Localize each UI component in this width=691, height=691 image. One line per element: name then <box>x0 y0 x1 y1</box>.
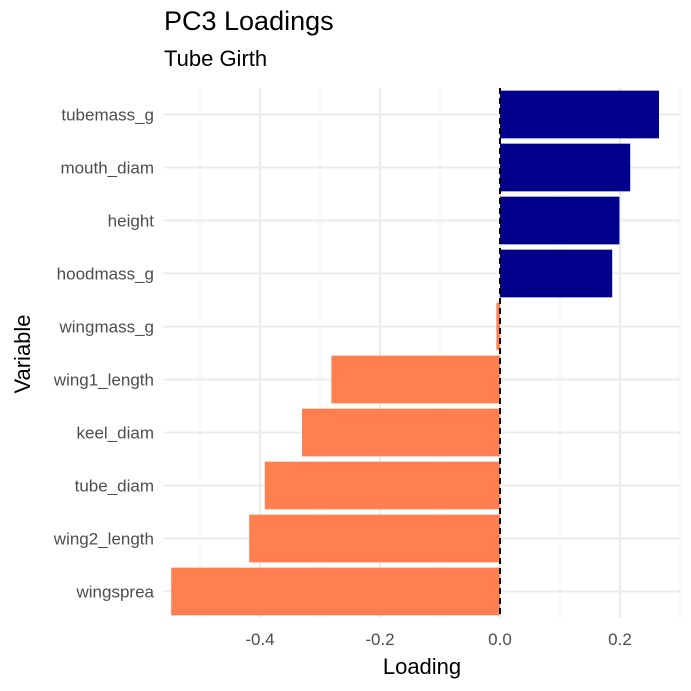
x-axis-title: Loading <box>383 654 461 679</box>
y-tick-label: mouth_diam <box>60 159 154 178</box>
y-tick-label: tubemass_g <box>61 106 154 125</box>
y-tick-label: tube_diam <box>75 477 154 496</box>
bar-wing1_length <box>331 355 500 404</box>
bar-wingsprea <box>171 567 500 616</box>
bar-hoodmass_g <box>500 249 613 298</box>
x-tick-label: -0.4 <box>245 630 274 649</box>
y-tick-label: wing1_length <box>53 371 154 390</box>
bar-tubemass_g <box>500 90 659 139</box>
bar-keel_diam <box>302 408 500 457</box>
chart-title: PC3 Loadings <box>164 6 334 36</box>
x-tick-label: 0.0 <box>488 630 512 649</box>
y-tick-label: wingsprea <box>76 583 155 602</box>
bar-mouth_diam <box>500 143 631 192</box>
bar-wingmass_g <box>496 302 500 351</box>
x-tick-label: -0.2 <box>365 630 394 649</box>
y-tick-label: hoodmass_g <box>57 265 154 284</box>
bar-tube_diam <box>264 461 500 510</box>
y-tick-label: wingmass_g <box>59 318 155 337</box>
y-axis-title: Variable <box>10 314 35 393</box>
y-tick-label: wing2_length <box>53 530 154 549</box>
y-tick-label: height <box>108 212 155 231</box>
bar-height <box>500 196 620 245</box>
chart-subtitle: Tube Girth <box>164 46 268 71</box>
y-tick-label: keel_diam <box>77 424 155 443</box>
bar-wing2_length <box>249 514 500 563</box>
bars <box>171 90 659 616</box>
x-tick-label: 0.2 <box>608 630 632 649</box>
